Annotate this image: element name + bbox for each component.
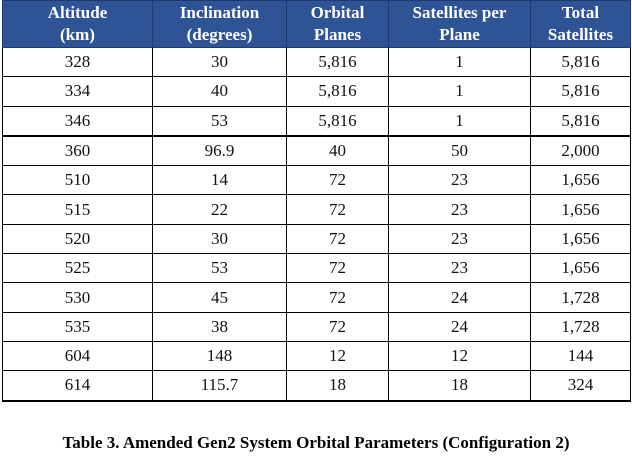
orbital-planes-cell: 5,816 (286, 46, 389, 78)
total-satellites-cell: 1,656 (530, 253, 631, 284)
header-total-satellites: Total Satellites (530, 0, 631, 48)
altitude-cell: 346 (2, 105, 153, 137)
altitude-cell: 328 (2, 46, 153, 78)
satellites-per-plane-cell: 1 (388, 76, 531, 107)
table-row: 510 14 72 23 1,656 (2, 165, 631, 196)
satellites-per-plane-cell: 1 (388, 46, 531, 78)
altitude-cell: 515 (2, 194, 153, 225)
total-satellites-cell: 324 (530, 370, 631, 402)
total-satellites-cell: 1,656 (530, 165, 631, 196)
total-satellites-cell: 1,656 (530, 194, 631, 225)
orbital-planes-cell: 18 (286, 370, 389, 402)
orbital-parameters-table-container: Altitude (km) Inclination (degrees) Orbi… (2, 0, 631, 402)
inclination-cell: 38 (152, 311, 287, 342)
orbital-planes-cell: 5,816 (286, 76, 389, 107)
total-satellites-cell: 5,816 (530, 46, 631, 78)
altitude-cell: 525 (2, 253, 153, 284)
orbital-planes-cell: 72 (286, 253, 389, 284)
orbital-planes-cell: 72 (286, 165, 389, 196)
header-line: Total (561, 3, 600, 22)
table-row: 525 53 72 23 1,656 (2, 253, 631, 284)
satellites-per-plane-cell: 1 (388, 105, 531, 137)
table-caption: Table 3. Amended Gen2 System Orbital Par… (62, 433, 570, 452)
header-inclination: Inclination (degrees) (152, 0, 287, 48)
inclination-cell: 45 (152, 282, 287, 313)
altitude-cell: 604 (2, 340, 153, 372)
satellites-per-plane-cell: 24 (388, 282, 531, 313)
inclination-cell: 22 (152, 194, 287, 225)
orbital-planes-cell: 5,816 (286, 105, 389, 137)
altitude-cell: 530 (2, 282, 153, 313)
table-row: 515 22 72 23 1,656 (2, 194, 631, 225)
satellites-per-plane-cell: 50 (388, 135, 531, 167)
header-satellites-per-plane: Satellites per Plane (388, 0, 531, 48)
inclination-cell: 14 (152, 165, 287, 196)
table-row: 604 148 12 12 144 (2, 340, 631, 372)
table-header: Altitude (km) Inclination (degrees) Orbi… (2, 0, 631, 48)
header-line: (degrees) (186, 25, 253, 44)
header-line: Plane (439, 25, 480, 44)
inclination-cell: 148 (152, 340, 287, 372)
orbital-planes-cell: 72 (286, 194, 389, 225)
altitude-cell: 535 (2, 311, 153, 342)
header-line: Satellites per (412, 3, 507, 22)
inclination-cell: 40 (152, 76, 287, 107)
satellites-per-plane-cell: 23 (388, 194, 531, 225)
header-orbital-planes: Orbital Planes (286, 0, 389, 48)
header-line: (km) (60, 25, 95, 44)
table-row: 346 53 5,816 1 5,816 (2, 105, 631, 137)
total-satellites-cell: 5,816 (530, 76, 631, 107)
altitude-cell: 334 (2, 76, 153, 107)
total-satellites-cell: 1,728 (530, 282, 631, 313)
altitude-cell: 360 (2, 135, 153, 167)
header-altitude: Altitude (km) (2, 0, 153, 48)
inclination-cell: 30 (152, 46, 287, 78)
total-satellites-cell: 1,728 (530, 311, 631, 342)
satellites-per-plane-cell: 18 (388, 370, 531, 402)
header-line: Orbital (310, 3, 365, 22)
orbital-planes-cell: 12 (286, 340, 389, 372)
total-satellites-cell: 144 (530, 340, 631, 372)
orbital-parameters-table: Altitude (km) Inclination (degrees) Orbi… (2, 0, 631, 402)
altitude-cell: 614 (2, 370, 153, 402)
total-satellites-cell: 5,816 (530, 105, 631, 137)
table-row: 614 115.7 18 18 324 (2, 370, 631, 402)
table-row: 520 30 72 23 1,656 (2, 223, 631, 255)
table-body: 328 30 5,816 1 5,816 334 40 5,816 1 5,816 346 53 5,8… (2, 46, 631, 402)
altitude-cell: 520 (2, 223, 153, 255)
orbital-planes-cell: 40 (286, 135, 389, 167)
header-line: Satellites (547, 25, 614, 44)
inclination-cell: 115.7 (152, 370, 287, 402)
total-satellites-cell: 1,656 (530, 223, 631, 255)
satellites-per-plane-cell: 23 (388, 253, 531, 284)
satellites-per-plane-cell: 23 (388, 223, 531, 255)
satellites-per-plane-cell: 23 (388, 165, 531, 196)
table-row: 530 45 72 24 1,728 (2, 282, 631, 313)
satellites-per-plane-cell: 24 (388, 311, 531, 342)
satellites-per-plane-cell: 12 (388, 340, 531, 372)
header-line: Inclination (179, 3, 260, 22)
table-row: 334 40 5,816 1 5,816 (2, 76, 631, 107)
altitude-cell: 510 (2, 165, 153, 196)
total-satellites-cell: 2,000 (530, 135, 631, 167)
header-row: Altitude (km) Inclination (degrees) Orbi… (2, 0, 631, 48)
header-line: Planes (313, 25, 362, 44)
orbital-planes-cell: 72 (286, 282, 389, 313)
orbital-planes-cell: 72 (286, 311, 389, 342)
orbital-planes-cell: 72 (286, 223, 389, 255)
table-row: 360 96.9 40 50 2,000 (2, 135, 631, 167)
table-row: 328 30 5,816 1 5,816 (2, 46, 631, 78)
inclination-cell: 53 (152, 253, 287, 284)
inclination-cell: 53 (152, 105, 287, 137)
inclination-cell: 96.9 (152, 135, 287, 167)
table-row: 535 38 72 24 1,728 (2, 311, 631, 342)
header-line: Altitude (47, 3, 108, 22)
inclination-cell: 30 (152, 223, 287, 255)
